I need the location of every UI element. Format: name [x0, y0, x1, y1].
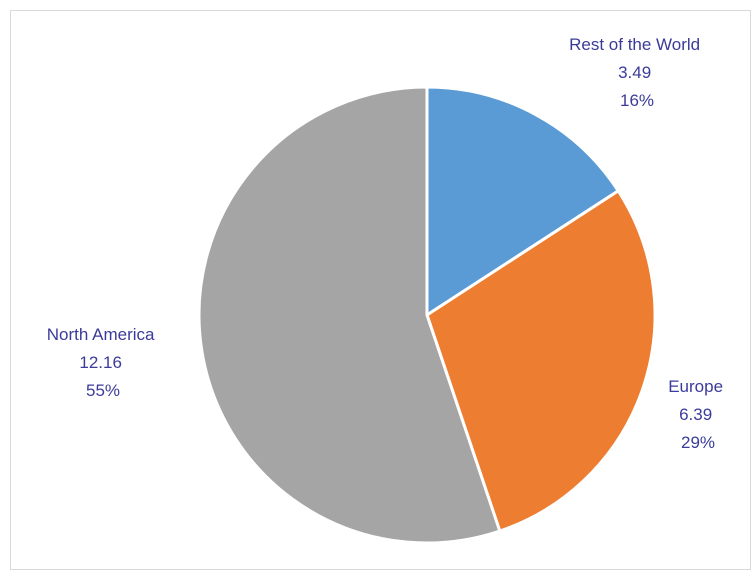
label-europe-name: Europe	[668, 377, 723, 396]
label-rest-of-world-value: 3.49	[618, 63, 651, 82]
label-north-america-name: North America	[47, 325, 155, 344]
label-north-america-value: 12.16	[79, 353, 122, 372]
pie-chart: Rest of the World 3.49 16% Europe 6.39 2…	[0, 0, 755, 557]
label-europe: Europe 6.39 29%	[668, 377, 728, 452]
label-rest-of-world-percent: 16%	[620, 91, 654, 110]
label-north-america-percent: 55%	[86, 381, 120, 400]
pie-slices	[199, 87, 655, 543]
label-rest-of-world-name: Rest of the World	[569, 35, 700, 54]
label-europe-percent: 29%	[681, 433, 715, 452]
label-europe-value: 6.39	[679, 405, 712, 424]
label-north-america: North America 12.16 55%	[47, 325, 159, 400]
label-rest-of-world: Rest of the World 3.49 16%	[569, 35, 705, 110]
